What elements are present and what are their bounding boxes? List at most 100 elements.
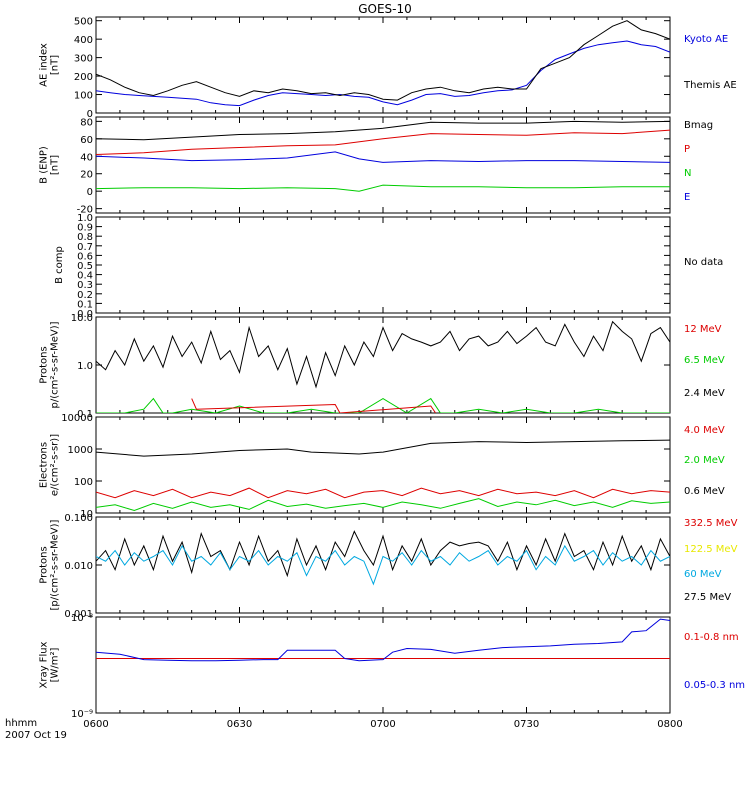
y-tick-label: 1000 <box>68 445 93 456</box>
panel-ae: 0 100 200 300 400 500 AE index [nT] Kyoto AE Them… <box>39 16 737 120</box>
legend-entry: 2.4 MeV <box>684 388 725 399</box>
time-axis-label: hhmm <box>5 718 37 729</box>
x-tick-label: 0800 <box>657 719 682 730</box>
legend-entry: 12 MeV <box>684 324 722 335</box>
y-axis-label: Electrons <box>39 442 50 488</box>
y-tick-label: 500 <box>74 17 93 28</box>
y-axis-label: B comp <box>54 246 65 284</box>
y-axis-label: Protons <box>39 546 50 583</box>
y-tick-label: 0.3 <box>77 280 93 291</box>
panel-electrons: 10 100 1000 10000 Electrons e/(cm²-s-sr)] 4.0 … <box>39 413 725 520</box>
x-tick-label: 0630 <box>227 719 252 730</box>
y-tick-label: 0.2 <box>77 290 93 301</box>
series-line-2-4-mev <box>96 320 670 389</box>
series-line-6-5-mev <box>96 397 670 413</box>
legend-entry: 2.0 MeV <box>684 455 725 466</box>
y-tick-label: 10⁻⁹ <box>71 709 93 720</box>
y-axis-label: [nT] <box>50 55 61 75</box>
series-line-0-05-0-3-nm <box>96 618 670 662</box>
series-line-p <box>96 129 670 155</box>
series-line-12-mev <box>191 398 437 413</box>
y-tick-label: 0.4 <box>77 271 93 282</box>
y-tick-label: -20 <box>77 205 93 216</box>
y-tick-label: 0.1 <box>77 299 93 310</box>
y-tick-label: 0.7 <box>77 242 93 253</box>
y-axis-label: AE index <box>39 43 50 87</box>
legend-entry: 4.0 MeV <box>684 425 725 436</box>
y-tick-label: 200 <box>74 72 93 83</box>
panel-frame <box>95 116 671 214</box>
series-line-2-0-mev <box>96 498 670 512</box>
panel-b: -20 0 20 40 60 80 B (ENP) [nT] Bmag P N E <box>39 116 713 216</box>
y-tick-label: 400 <box>74 35 93 46</box>
panel-frame <box>95 416 671 514</box>
y-axis-label: B (ENP) <box>39 146 50 184</box>
legend-entry: 0.05-0.3 nm <box>684 680 745 691</box>
date-label: 2007 Oct 19 <box>5 730 67 741</box>
y-tick-label: 10000 <box>61 413 93 424</box>
x-tick-label: 0700 <box>370 719 395 730</box>
x-tick-label: 0600 <box>83 719 108 730</box>
legend-entry: 6.5 MeV <box>684 355 725 366</box>
y-tick-label: 0.010 <box>64 561 93 572</box>
y-tick-label: 80 <box>80 117 93 128</box>
legend-entry: 0.6 MeV <box>684 486 725 497</box>
y-tick-label: 1.0 <box>77 213 93 224</box>
y-tick-label: 20 <box>80 170 93 181</box>
series-line-e <box>96 151 670 163</box>
y-tick-label: 0.8 <box>77 232 93 243</box>
series-line-bmag <box>96 120 670 141</box>
y-tick-label: 60 <box>80 135 93 146</box>
series-line-0-6-mev <box>96 439 670 457</box>
y-axis-label: e/(cm²-s-sr)] <box>50 434 61 496</box>
y-tick-label: 0 <box>87 109 93 120</box>
panel-frame <box>95 216 671 314</box>
legend-entry: 122.5 MeV <box>684 544 738 555</box>
panel-xray: 10⁻⁹ 10⁻⁸ Xray Flux [W/m²] 0.1-0.8 nm 0.05-0.… <box>39 613 746 720</box>
series-line-kyoto-ae <box>96 40 670 107</box>
y-axis-label: Protons <box>39 346 50 383</box>
legend-entry: P <box>684 144 690 155</box>
y-tick-label: 0.001 <box>64 609 93 620</box>
y-tick-label: 300 <box>74 54 93 65</box>
y-tick-label: 40 <box>80 152 93 163</box>
y-tick-label: 0.9 <box>77 223 93 234</box>
y-tick-label: 0.0 <box>77 309 93 320</box>
panel-frame <box>95 516 671 614</box>
legend-entry: No data <box>684 257 723 268</box>
legend-entry: E <box>684 192 690 203</box>
x-tick-label: 0730 <box>514 719 539 730</box>
y-axis-label: [nT] <box>50 155 61 175</box>
legend-entry: Themis AE <box>683 80 737 91</box>
panel-bcomp: 0.00.10.20.30.40.50.60.70.80.91.0 B comp N… <box>54 213 723 320</box>
panel-protons: 0.1 1.0 10.0 Protons p/(cm²-s-sr-MeV)] 12 MeV… <box>39 313 725 420</box>
series-line-4-0-mev <box>96 487 670 499</box>
legend-entry: 0.1-0.8 nm <box>684 632 739 643</box>
legend-entry: 27.5 MeV <box>684 592 731 603</box>
y-tick-label: 100 <box>74 91 93 102</box>
panel-hiprotons: 0.001 0.010 0.100 Protons [p/(cm²-s-sr-MeV)]… <box>39 513 738 620</box>
y-tick-label: 0 <box>87 187 93 198</box>
series-line-27-5-mev <box>96 530 670 578</box>
figure-title: GOES-10 <box>358 2 412 16</box>
y-tick-label: 10 <box>80 509 93 520</box>
y-axis-label: p/(cm²-s-sr-MeV)] <box>50 321 61 408</box>
time-axis: 0600 0630 0700 0730 0800 <box>83 719 682 730</box>
y-axis-label: [p/(cm²-s-sr-MeV)] <box>50 519 61 610</box>
y-axis-label: Xray Flux <box>39 641 50 688</box>
y-tick-label: 10.0 <box>71 313 93 324</box>
y-tick-label: 0.1 <box>77 409 93 420</box>
series-line-themis-ae <box>96 20 670 101</box>
y-tick-label: 0.100 <box>64 513 93 524</box>
y-tick-label: 10⁻⁸ <box>71 613 93 624</box>
legend-entry: 60 MeV <box>684 569 722 580</box>
y-tick-label: 100 <box>74 477 93 488</box>
legend-entry: Kyoto AE <box>684 34 728 45</box>
panel-frame <box>95 616 671 714</box>
y-axis-label: [W/m²] <box>50 647 61 682</box>
y-tick-label: 1.0 <box>77 361 93 372</box>
legend-entry: N <box>684 168 691 179</box>
y-tick-label: 0.5 <box>77 261 93 272</box>
legend-entry: Bmag <box>684 120 713 131</box>
